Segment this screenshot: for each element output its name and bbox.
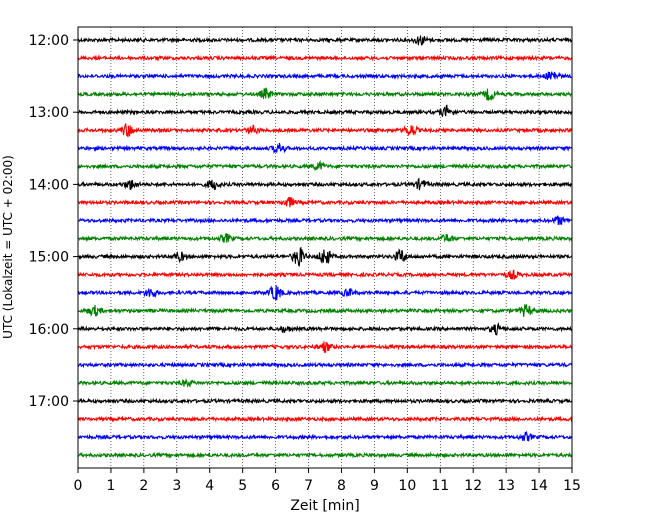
trace-1345: [77, 159, 573, 171]
x-tick-label: 9: [370, 478, 379, 494]
x-axis-ticks: 0 1 2 3 4 5 6 7 8 9 10 11 12 13 14 15: [74, 468, 581, 494]
x-tick-label: 13: [497, 478, 515, 494]
trace-1700: [77, 397, 573, 405]
trace-1630: [77, 361, 573, 369]
trace-1300: [77, 104, 573, 117]
trace-1545: [77, 304, 573, 318]
x-tick-label: 12: [464, 478, 482, 494]
x-tick-label: 7: [304, 478, 313, 494]
trace-1200: [77, 35, 573, 46]
trace-1715: [77, 415, 573, 423]
x-tick-label: 3: [172, 478, 181, 494]
x-tick-label: 4: [205, 478, 214, 494]
y-tick-label: 12:00: [29, 33, 69, 49]
x-tick-label: 14: [530, 478, 548, 494]
x-tick-label: 11: [431, 478, 449, 494]
y-tick-label: 13:00: [29, 105, 69, 121]
y-tick-label: 14:00: [29, 177, 69, 193]
y-axis-title: UTC (Lokalzeit = UTC + 02:00): [1, 155, 15, 339]
trace-1530: [77, 285, 573, 301]
trace-1400: [77, 177, 573, 191]
trace-1730: [77, 430, 573, 442]
y-tick-label: 16:00: [29, 322, 69, 338]
plot-frame: [77, 26, 573, 469]
x-tick-label: 5: [238, 478, 247, 494]
trace-1330: [77, 142, 573, 154]
trace-1430: [77, 215, 573, 226]
x-axis-title: Zeit [min]: [290, 498, 359, 514]
trace-1600: [77, 322, 573, 336]
x-tick-label: 15: [563, 478, 581, 494]
x-tick-label: 10: [398, 478, 416, 494]
trace-1615: [77, 341, 573, 353]
trace-1245: [77, 86, 573, 101]
trace-1415: [77, 196, 573, 208]
x-tick-label: 8: [337, 478, 346, 494]
trace-1745: [77, 451, 573, 459]
x-tick-label: 1: [106, 478, 115, 494]
seismic-traces: [77, 35, 573, 459]
trace-1515: [77, 269, 573, 280]
x-tick-label: 0: [74, 478, 83, 494]
x-tick-label: 6: [271, 478, 280, 494]
trace-1215: [77, 54, 573, 62]
trace-1230: [77, 71, 573, 80]
trace-1645: [77, 377, 573, 389]
trace-1500: [77, 246, 573, 267]
trace-1315: [77, 123, 573, 138]
y-tick-label: 15:00: [29, 250, 69, 266]
trace-1445: [77, 232, 573, 243]
y-tick-label: 17:00: [29, 394, 69, 410]
x-tick-label: 2: [139, 478, 148, 494]
y-axis-ticks: 12:00 13:00 14:00 15:00 16:00 17:00: [29, 33, 78, 410]
